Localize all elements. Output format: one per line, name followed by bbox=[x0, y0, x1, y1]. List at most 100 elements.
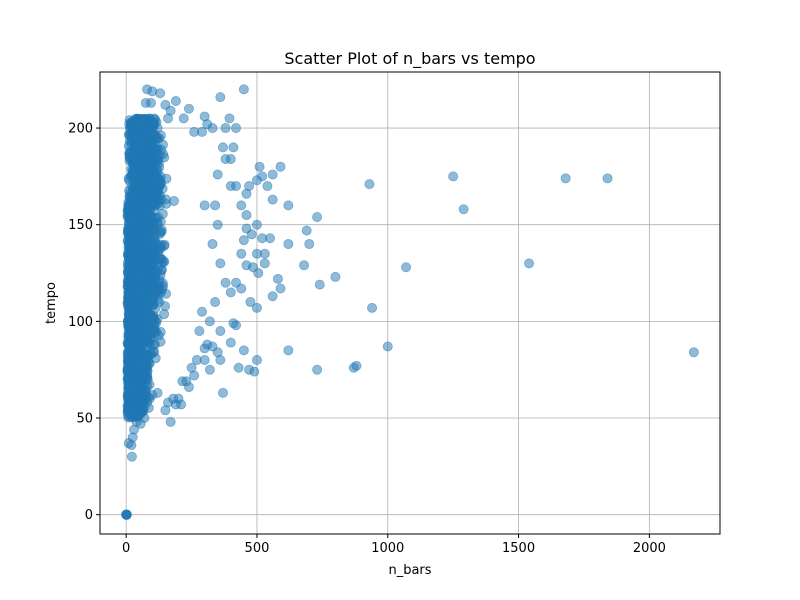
data-point bbox=[275, 283, 286, 294]
data-point bbox=[156, 226, 167, 237]
data-point bbox=[245, 297, 256, 308]
data-point bbox=[267, 169, 278, 180]
data-point bbox=[524, 258, 535, 269]
data-point bbox=[138, 348, 149, 359]
data-point bbox=[137, 160, 148, 171]
data-point bbox=[143, 125, 154, 136]
data-point bbox=[210, 200, 221, 211]
data-point bbox=[217, 142, 228, 153]
ticks: 0 500 1000 1500 2000 0 50 100 150 200 bbox=[68, 122, 666, 556]
data-point bbox=[448, 171, 459, 182]
data-point bbox=[159, 239, 170, 250]
data-point bbox=[314, 279, 325, 290]
data-point bbox=[251, 302, 262, 313]
data-point bbox=[241, 188, 252, 199]
data-point bbox=[139, 324, 150, 335]
data-point bbox=[220, 153, 231, 164]
data-point bbox=[249, 366, 260, 377]
data-point bbox=[688, 347, 699, 358]
data-point bbox=[136, 340, 147, 351]
y-tick-label: 0 bbox=[85, 508, 93, 523]
data-point bbox=[602, 173, 613, 184]
data-point bbox=[199, 200, 210, 211]
data-point bbox=[121, 509, 132, 520]
data-point bbox=[127, 255, 138, 266]
axes-frame bbox=[99, 71, 721, 535]
data-points bbox=[121, 84, 699, 520]
data-point bbox=[155, 88, 166, 99]
data-point bbox=[183, 382, 194, 393]
data-point bbox=[265, 233, 276, 244]
data-point bbox=[132, 361, 143, 372]
data-point bbox=[220, 123, 231, 134]
data-point bbox=[241, 210, 252, 221]
data-point bbox=[231, 123, 242, 134]
data-point bbox=[154, 149, 165, 160]
data-point bbox=[165, 416, 176, 427]
data-point bbox=[128, 154, 139, 165]
data-point bbox=[163, 113, 174, 124]
data-point bbox=[204, 316, 215, 327]
x-tick-label: 500 bbox=[245, 541, 270, 556]
data-point bbox=[254, 161, 265, 172]
data-point bbox=[199, 343, 210, 354]
data-point bbox=[125, 212, 136, 223]
data-point bbox=[127, 404, 138, 415]
data-point bbox=[215, 92, 226, 103]
data-point bbox=[151, 164, 162, 175]
data-point bbox=[141, 228, 152, 239]
data-point bbox=[401, 262, 412, 273]
data-point bbox=[560, 173, 571, 184]
data-point bbox=[217, 387, 228, 398]
data-point bbox=[189, 126, 200, 137]
data-point bbox=[128, 301, 139, 312]
data-point bbox=[251, 355, 262, 366]
data-point bbox=[259, 258, 270, 269]
data-point bbox=[238, 345, 249, 356]
data-point bbox=[228, 142, 239, 153]
data-point bbox=[330, 271, 341, 282]
data-point bbox=[128, 383, 139, 394]
x-axis-label: n_bars bbox=[388, 563, 431, 578]
data-point bbox=[364, 179, 375, 190]
data-point bbox=[367, 302, 378, 313]
x-tick-label: 0 bbox=[122, 541, 130, 556]
data-point bbox=[155, 253, 166, 264]
data-point bbox=[145, 191, 156, 202]
data-point bbox=[283, 239, 294, 250]
data-point bbox=[246, 229, 257, 240]
data-point bbox=[312, 364, 323, 375]
data-point bbox=[275, 161, 286, 172]
data-point bbox=[267, 291, 278, 302]
y-axis-label: tempo bbox=[44, 282, 59, 324]
data-point bbox=[124, 201, 135, 212]
data-point bbox=[210, 297, 221, 308]
data-point bbox=[129, 240, 140, 251]
data-point bbox=[145, 314, 156, 325]
data-point bbox=[212, 169, 223, 180]
data-point bbox=[262, 181, 273, 192]
data-point bbox=[283, 345, 294, 356]
data-point bbox=[251, 175, 262, 186]
data-point bbox=[152, 185, 163, 196]
data-point bbox=[233, 362, 244, 373]
x-tick-label: 1500 bbox=[502, 541, 535, 556]
data-point bbox=[146, 97, 157, 108]
data-point bbox=[197, 306, 208, 317]
data-point bbox=[251, 219, 262, 230]
data-point bbox=[299, 260, 310, 271]
data-point bbox=[124, 394, 135, 405]
data-point bbox=[123, 225, 134, 236]
chart-title: Scatter Plot of n_bars vs tempo bbox=[284, 49, 535, 69]
data-point bbox=[224, 113, 235, 124]
data-point bbox=[220, 277, 231, 288]
data-point bbox=[238, 84, 249, 95]
data-point bbox=[127, 168, 138, 179]
data-point bbox=[272, 273, 283, 284]
data-point bbox=[253, 268, 264, 279]
data-point bbox=[169, 195, 180, 206]
data-point bbox=[134, 287, 145, 298]
y-tick-label: 150 bbox=[68, 218, 93, 233]
